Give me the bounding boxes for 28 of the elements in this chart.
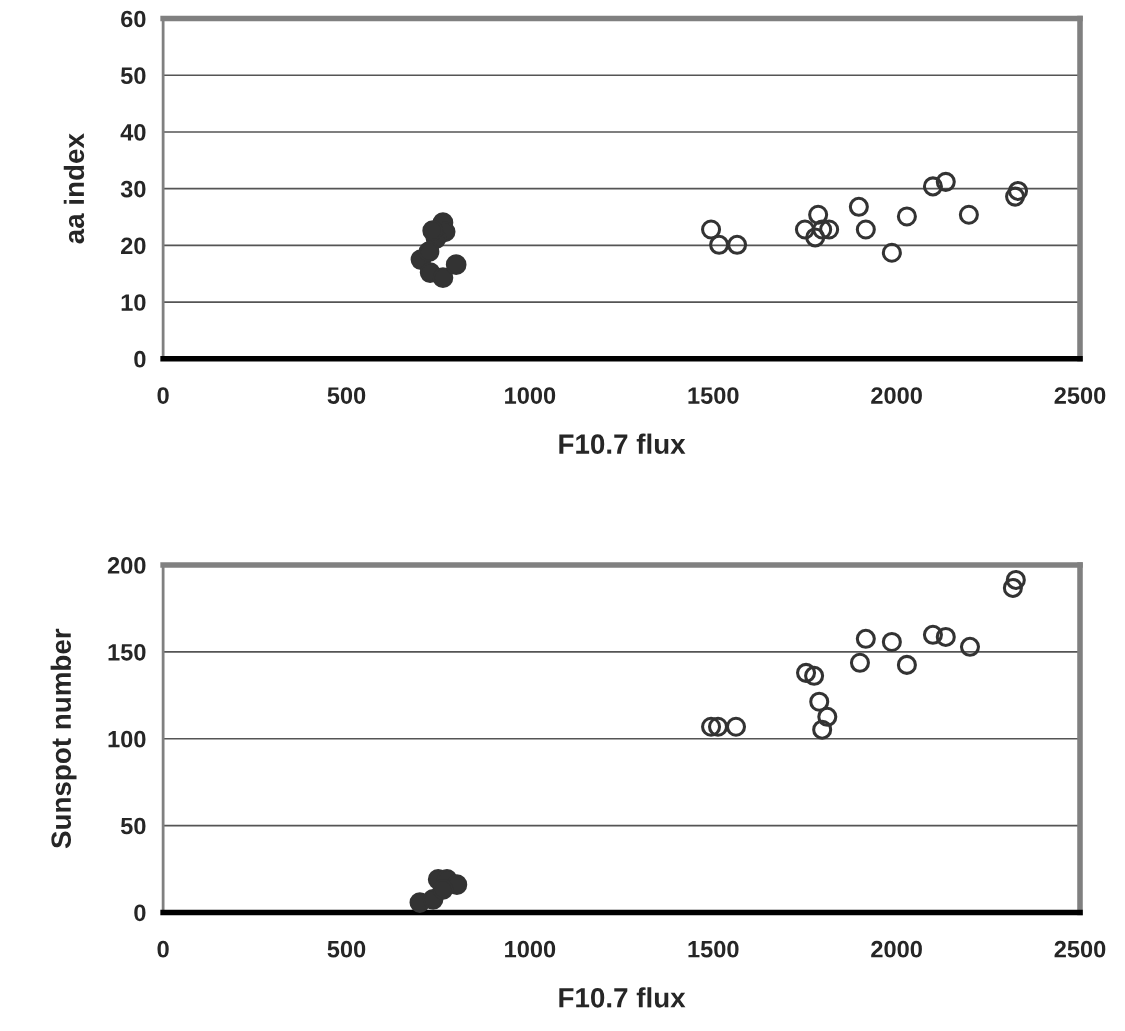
- x-tick-label: 0: [157, 387, 169, 404]
- y-tick-label: 100: [108, 730, 146, 748]
- x-tick-label: 500: [327, 387, 366, 404]
- x-tick-label: 1500: [688, 387, 739, 404]
- x-tick-label: 1000: [505, 387, 556, 404]
- y-tick-label: 50: [120, 817, 146, 835]
- x-tick-label: 0: [157, 940, 169, 958]
- y-tick-label: 0: [134, 350, 146, 368]
- y-axis-title: aa index: [63, 133, 85, 244]
- y-tick-label: 50: [120, 67, 146, 85]
- y-tick-label: 60: [121, 10, 146, 28]
- x-tick-label: 2000: [871, 940, 922, 958]
- x-tick-label: 2500: [1054, 940, 1106, 958]
- x-tick-label: 500: [327, 940, 366, 958]
- y-tick-label: 10: [121, 294, 146, 311]
- x-axis-title: F10.7 flux: [559, 987, 686, 1008]
- x-axis-title: F10.7 flux: [559, 433, 686, 454]
- x-tick-label: 1000: [505, 940, 556, 958]
- y-tick-label: 30: [120, 180, 146, 198]
- y-tick-label: 20: [121, 237, 146, 255]
- x-tick-label: 2000: [871, 387, 922, 404]
- x-tick-label: 1500: [688, 940, 739, 958]
- y-tick-label: 40: [120, 124, 146, 141]
- y-tick-label: 150: [108, 643, 146, 661]
- y-tick-label: 0: [134, 904, 146, 922]
- x-tick-label: 2500: [1054, 387, 1106, 404]
- y-axis-title: Sunspot number: [50, 628, 77, 849]
- y-tick-label: 200: [107, 557, 146, 574]
